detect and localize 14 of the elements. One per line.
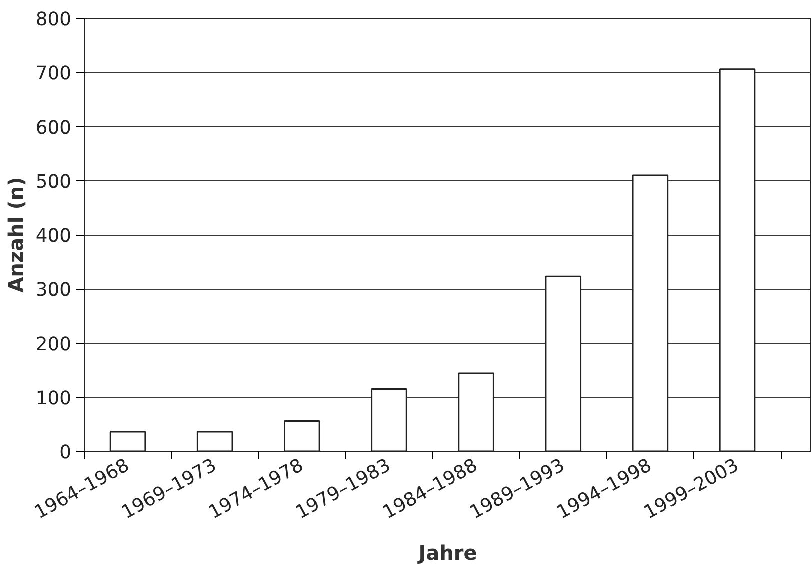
- y-tick-label: 700: [36, 64, 72, 85]
- y-tick-label: 800: [36, 10, 72, 30]
- y-tick-label: 400: [36, 226, 72, 247]
- y-tick-label: 100: [36, 388, 72, 410]
- y-tick-label: 200: [36, 334, 72, 356]
- bar: [284, 420, 320, 452]
- y-axis-title: Anzahl (n): [4, 177, 28, 293]
- bar: [110, 431, 146, 452]
- y-tick-label: 0: [60, 442, 72, 464]
- bar: [196, 431, 234, 452]
- y-tick-label: 500: [36, 172, 72, 193]
- y-tick-label: 600: [36, 118, 72, 139]
- x-axis-title: Jahre: [416, 540, 478, 565]
- y-tick-label: 300: [36, 280, 72, 302]
